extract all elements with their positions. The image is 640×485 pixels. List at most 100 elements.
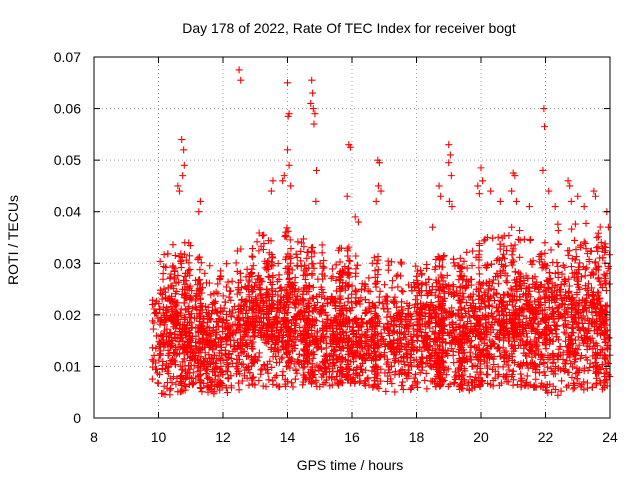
- data-point: [593, 312, 601, 320]
- data-point: [297, 297, 305, 305]
- data-point: [358, 337, 366, 345]
- data-point: [249, 345, 257, 353]
- data-point: [435, 182, 443, 190]
- data-point: [495, 370, 503, 378]
- data-point: [323, 356, 331, 364]
- data-point: [601, 379, 609, 387]
- data-point: [274, 304, 282, 312]
- data-point: [499, 254, 507, 262]
- data-point: [222, 384, 230, 392]
- data-point: [446, 151, 454, 159]
- data-point: [598, 385, 606, 393]
- data-point: [547, 326, 555, 334]
- data-point: [365, 299, 373, 307]
- data-point: [206, 262, 214, 270]
- data-point: [417, 271, 425, 279]
- data-point: [249, 253, 257, 261]
- data-point: [279, 371, 287, 379]
- data-point: [494, 233, 502, 241]
- data-point: [327, 274, 335, 282]
- data-point: [247, 269, 255, 277]
- data-point: [217, 356, 224, 364]
- data-point: [570, 379, 578, 387]
- data-point: [223, 389, 231, 397]
- data-point: [500, 323, 508, 331]
- data-point: [568, 374, 576, 382]
- data-point: [588, 308, 596, 316]
- grid-lines: [94, 57, 610, 418]
- data-point: [343, 360, 351, 368]
- data-point: [371, 380, 379, 388]
- data-point: [284, 112, 292, 120]
- data-points: [148, 66, 614, 399]
- data-point: [554, 304, 562, 312]
- data-point: [575, 341, 583, 349]
- data-point: [576, 259, 584, 267]
- data-point: [555, 313, 563, 321]
- data-point: [540, 368, 548, 376]
- data-point: [264, 320, 272, 328]
- data-point: [180, 349, 188, 357]
- data-point: [493, 269, 501, 277]
- data-point: [273, 314, 281, 322]
- data-point: [308, 320, 316, 328]
- data-point: [445, 141, 453, 149]
- data-point: [519, 306, 527, 314]
- data-point: [435, 360, 443, 368]
- data-point: [154, 379, 162, 387]
- data-point: [463, 264, 471, 272]
- data-point: [347, 299, 355, 307]
- data-point: [535, 334, 543, 342]
- data-point: [282, 344, 290, 352]
- data-point: [310, 338, 318, 346]
- data-point: [249, 380, 257, 388]
- data-point: [458, 339, 466, 347]
- data-point: [476, 305, 484, 313]
- data-point: [547, 288, 555, 296]
- data-point: [428, 314, 436, 322]
- data-point: [475, 264, 483, 272]
- data-point: [523, 320, 531, 328]
- data-point: [573, 375, 581, 383]
- data-point: [297, 257, 305, 265]
- data-point: [433, 310, 441, 318]
- data-point: [425, 275, 433, 283]
- data-point: [501, 262, 509, 270]
- data-point: [475, 292, 483, 300]
- data-point: [186, 332, 194, 340]
- data-point: [601, 320, 609, 328]
- data-point: [582, 304, 590, 312]
- data-point: [318, 365, 326, 373]
- data-point: [248, 344, 256, 352]
- data-point: [251, 295, 259, 303]
- data-point: [303, 248, 311, 256]
- data-point: [194, 362, 202, 370]
- data-point: [527, 258, 535, 266]
- data-point: [309, 260, 317, 268]
- data-point: [508, 311, 516, 319]
- data-point: [222, 283, 230, 291]
- data-point: [192, 297, 200, 305]
- data-point: [567, 197, 575, 205]
- data-point: [314, 298, 322, 306]
- data-point: [592, 339, 600, 347]
- data-point: [545, 187, 553, 195]
- data-point: [417, 266, 425, 274]
- data-point: [238, 342, 246, 350]
- data-point: [236, 289, 244, 297]
- data-point: [194, 347, 202, 355]
- data-point: [328, 330, 336, 338]
- data-point: [297, 247, 305, 255]
- data-point: [312, 197, 320, 205]
- data-point: [557, 285, 565, 293]
- data-point: [477, 300, 485, 308]
- data-point: [492, 333, 500, 341]
- data-point: [549, 350, 557, 358]
- data-point: [318, 241, 326, 249]
- data-point: [381, 340, 389, 348]
- data-point: [223, 333, 231, 341]
- data-point: [373, 260, 381, 268]
- data-point: [594, 288, 602, 296]
- data-point: [212, 331, 220, 339]
- data-point: [390, 328, 398, 336]
